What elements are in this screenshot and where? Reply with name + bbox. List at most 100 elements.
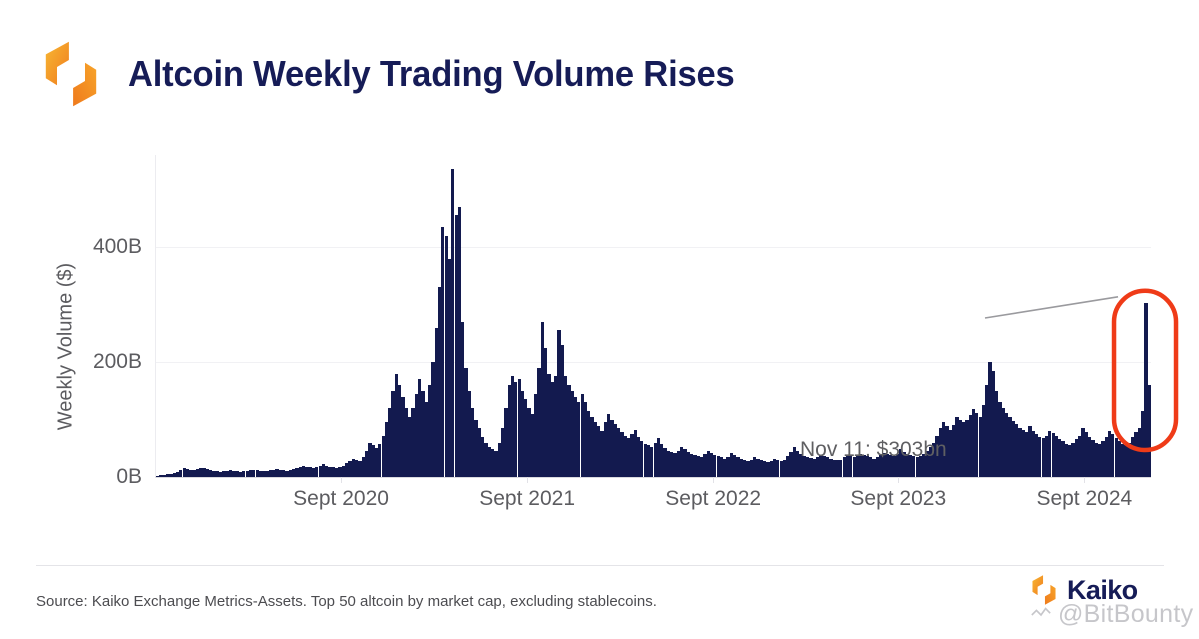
footer-divider [36, 565, 1164, 566]
watermark: @BitBounty [1030, 600, 1193, 629]
bar [282, 470, 286, 477]
bar [444, 235, 448, 477]
bar [467, 390, 472, 477]
bar [802, 456, 806, 477]
bar [1134, 432, 1138, 477]
bar [965, 419, 969, 477]
bar [189, 469, 193, 477]
bar [577, 402, 581, 477]
bar [600, 431, 604, 477]
bar [159, 475, 163, 477]
bar [1081, 427, 1085, 477]
bar [1137, 428, 1141, 477]
bar [202, 468, 206, 477]
bar [733, 455, 737, 477]
bar [952, 425, 956, 477]
bar [660, 443, 664, 477]
bar [437, 287, 442, 477]
bar [275, 468, 279, 477]
bar [975, 412, 979, 477]
bar [570, 390, 574, 477]
bar [633, 429, 637, 477]
bar [219, 471, 223, 477]
bar [1008, 416, 1012, 477]
bar [182, 467, 186, 477]
bar [1117, 441, 1122, 477]
bar [656, 437, 661, 477]
bar [587, 410, 591, 477]
bar [789, 451, 793, 477]
bar [474, 419, 478, 477]
x-axis-tick-label: Sept 2023 [850, 487, 947, 510]
kaiko-hexagon-logo-icon-footer [1028, 574, 1060, 606]
bar [484, 442, 488, 477]
brand-wordmark: Kaiko [1067, 574, 1138, 605]
bar [862, 455, 866, 477]
bar [345, 463, 349, 477]
bar [258, 470, 263, 477]
bar [165, 474, 170, 477]
bar [583, 402, 588, 477]
bar [408, 416, 412, 477]
bar [1074, 439, 1078, 477]
bar [384, 422, 389, 477]
bar [245, 470, 249, 477]
bar [295, 467, 299, 477]
bar [567, 385, 571, 477]
bar [716, 456, 720, 477]
bar [680, 447, 684, 477]
bar [819, 455, 823, 477]
bar [225, 470, 229, 477]
bar [1018, 427, 1022, 477]
bar [772, 458, 777, 477]
bar [822, 456, 826, 477]
chart-container: Weekly Volume ($) 0B 200B 400B Sept 2020 Se… [0, 130, 1199, 540]
bar [255, 470, 259, 477]
bar [156, 475, 160, 477]
bar [955, 416, 959, 477]
bar [849, 456, 853, 477]
bar [723, 458, 727, 477]
bar [762, 460, 767, 477]
bar [497, 442, 501, 477]
bar [1064, 443, 1069, 477]
bar [205, 468, 209, 477]
bar [471, 408, 475, 477]
bar [500, 428, 505, 477]
x-axis-tick-label: Sept 2024 [1036, 487, 1133, 510]
bar [1131, 436, 1135, 477]
bar [729, 452, 734, 477]
bar [869, 457, 873, 477]
bar [550, 382, 554, 477]
bar [610, 419, 614, 477]
bar [252, 469, 256, 477]
bar [991, 370, 996, 477]
bar [640, 441, 644, 477]
bar [626, 437, 631, 477]
bar [427, 385, 432, 477]
bar [331, 467, 336, 477]
bar [311, 467, 316, 477]
bar [1107, 431, 1112, 477]
bar [706, 450, 710, 477]
bar [1114, 437, 1118, 477]
bar [540, 321, 544, 477]
bar [981, 405, 986, 477]
bar [749, 459, 753, 477]
bar [235, 471, 239, 477]
bar [242, 471, 246, 477]
bar [796, 450, 800, 477]
bar [364, 451, 369, 477]
bar [232, 470, 236, 477]
x-axis-tick-mark [898, 477, 900, 483]
bar [514, 382, 518, 477]
bar [547, 373, 551, 477]
bar [905, 454, 909, 477]
bar [925, 450, 929, 477]
bitbounty-diamond-icon [1030, 604, 1052, 626]
bar [1078, 435, 1082, 477]
bar [942, 422, 946, 477]
bar [1021, 429, 1025, 477]
bar [902, 451, 906, 477]
bar [908, 455, 913, 477]
